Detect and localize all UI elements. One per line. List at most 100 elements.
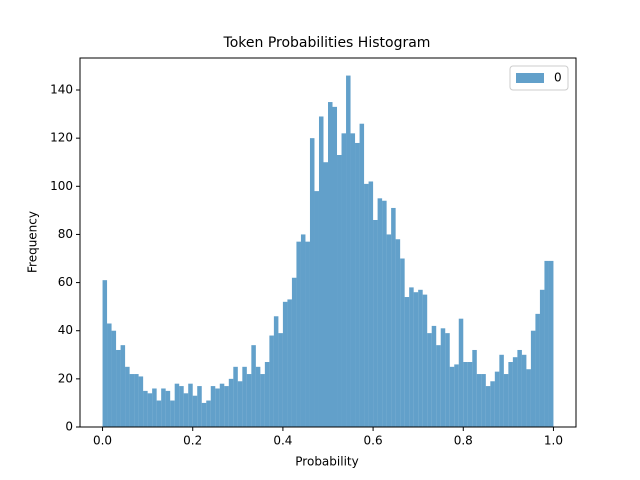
bar (170, 400, 175, 427)
bar (233, 366, 238, 427)
bar (129, 374, 135, 427)
x-tick-label: 0.4 (273, 434, 292, 448)
bar (395, 239, 401, 427)
bar (544, 260, 549, 427)
bar (467, 362, 473, 427)
bar (472, 349, 477, 427)
bar (346, 75, 351, 428)
bar (179, 386, 184, 427)
bar (323, 162, 328, 428)
bar (201, 402, 207, 427)
bar (400, 258, 405, 427)
bar (328, 102, 333, 428)
bar (377, 198, 383, 427)
bar (251, 345, 256, 427)
bar (413, 292, 419, 427)
bar (503, 374, 509, 427)
bar (386, 234, 392, 427)
bar (350, 133, 356, 427)
y-tick-label: 0 (65, 420, 73, 434)
bar (143, 390, 148, 427)
bar (165, 390, 171, 427)
bar (337, 155, 342, 427)
bar (318, 116, 324, 427)
bar (485, 386, 491, 427)
y-tick-label: 40 (58, 323, 73, 337)
bar (512, 357, 518, 427)
bar (476, 374, 482, 427)
x-axis-label: Probability (295, 455, 358, 469)
bar (373, 219, 378, 427)
bar (291, 277, 297, 427)
x-tick-label: 0.8 (454, 434, 473, 448)
bar (116, 349, 121, 427)
bar (273, 316, 279, 427)
y-tick-label: 60 (58, 275, 73, 289)
y-tick-label: 100 (50, 179, 73, 193)
x-tick-label: 0.2 (183, 434, 202, 448)
bar (134, 374, 139, 427)
bar (147, 393, 153, 427)
bar (107, 323, 112, 427)
bar (300, 234, 306, 427)
bar (314, 191, 319, 427)
bar (246, 374, 252, 427)
y-tick-label: 80 (58, 227, 73, 241)
bar (508, 362, 513, 427)
bar (120, 345, 126, 427)
bar (206, 400, 211, 427)
bar (445, 333, 450, 427)
x-tick-label: 0.0 (93, 434, 112, 448)
bar (355, 142, 360, 427)
y-tick-label: 20 (58, 371, 73, 385)
bar (210, 386, 216, 427)
bar (152, 388, 157, 427)
bar (215, 388, 220, 427)
bar (161, 388, 166, 427)
bar (539, 289, 545, 427)
bar (111, 330, 117, 427)
bar (440, 328, 446, 427)
bar (517, 349, 522, 427)
bar (526, 369, 531, 427)
bar (269, 335, 274, 427)
bar (427, 333, 432, 427)
bar (287, 299, 292, 427)
bar (237, 381, 243, 427)
bar (174, 383, 180, 427)
bar (359, 123, 365, 427)
bar (454, 364, 459, 427)
bar (535, 313, 540, 427)
bar (521, 354, 527, 427)
bar (431, 325, 437, 427)
bar (481, 374, 486, 427)
bar (458, 318, 464, 427)
bar (219, 383, 225, 427)
legend-label: 0 (554, 71, 562, 85)
axes-frame (79, 57, 577, 428)
bar (309, 138, 315, 427)
bar (264, 362, 270, 427)
bar (382, 200, 387, 427)
bar (242, 366, 247, 427)
bar (305, 241, 310, 427)
bar (499, 354, 504, 427)
bar (255, 366, 261, 427)
bar (183, 393, 189, 427)
y-tick-label: 120 (50, 131, 73, 145)
bar (449, 366, 455, 427)
bar (548, 260, 554, 427)
y-tick-label: 140 (50, 83, 73, 97)
bar (197, 386, 202, 427)
bar (490, 381, 495, 427)
bar (224, 386, 229, 427)
chart-title: Token Probabilities Histogram (223, 35, 431, 51)
bar (436, 345, 441, 427)
bar (228, 378, 234, 427)
bar (341, 133, 347, 427)
bar (138, 376, 144, 427)
bar (530, 330, 536, 427)
bar (278, 333, 283, 427)
y-axis-label: Frequency (26, 211, 40, 273)
